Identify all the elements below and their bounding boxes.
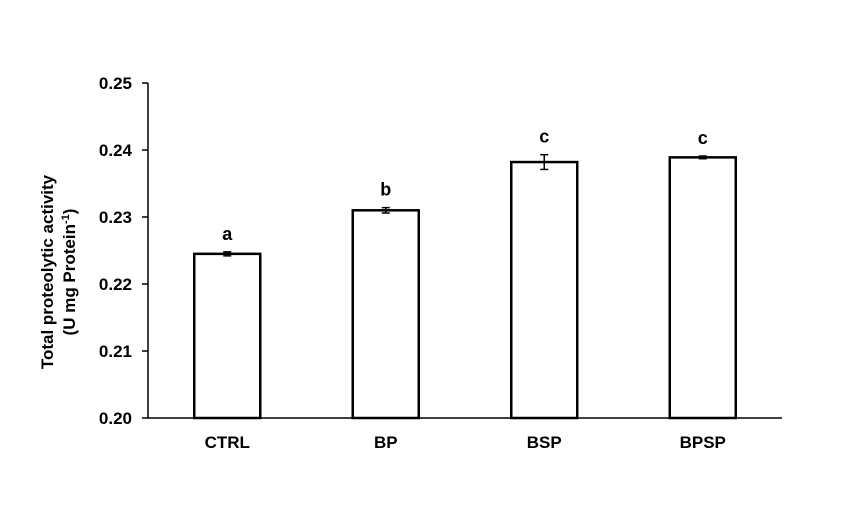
- bar: [510, 160, 579, 420]
- bar: [351, 209, 420, 420]
- y-tick-label: 0.20: [99, 409, 132, 428]
- y-axis-label-line2: (U mg Protein-1): [60, 209, 79, 336]
- x-tick-label: BPSP: [680, 433, 726, 452]
- significance-label: a: [222, 224, 233, 244]
- x-tick-label: BSP: [527, 433, 562, 452]
- plot-area: 0.20 0.21 0.22 0.23 0.24 0.25 a CTRL b BP c BSP c BPS…: [99, 74, 782, 452]
- x-tick-label: BP: [374, 433, 398, 452]
- significance-label: c: [698, 128, 708, 148]
- y-tick-label: 0.25: [99, 74, 132, 93]
- bar: [668, 156, 737, 420]
- y-tick-label: 0.23: [99, 208, 132, 227]
- x-tick-label: CTRL: [205, 433, 250, 452]
- significance-label: b: [380, 180, 391, 200]
- bar: [193, 252, 262, 420]
- significance-label: c: [539, 127, 549, 147]
- y-tick-label: 0.21: [99, 342, 132, 361]
- y-tick-label: 0.24: [99, 141, 133, 160]
- y-axis-label-line1: Total proteolytic activity: [38, 174, 57, 369]
- y-axis-label: Total proteolytic activity (U mg Protein…: [38, 174, 79, 369]
- y-tick-label: 0.22: [99, 275, 132, 294]
